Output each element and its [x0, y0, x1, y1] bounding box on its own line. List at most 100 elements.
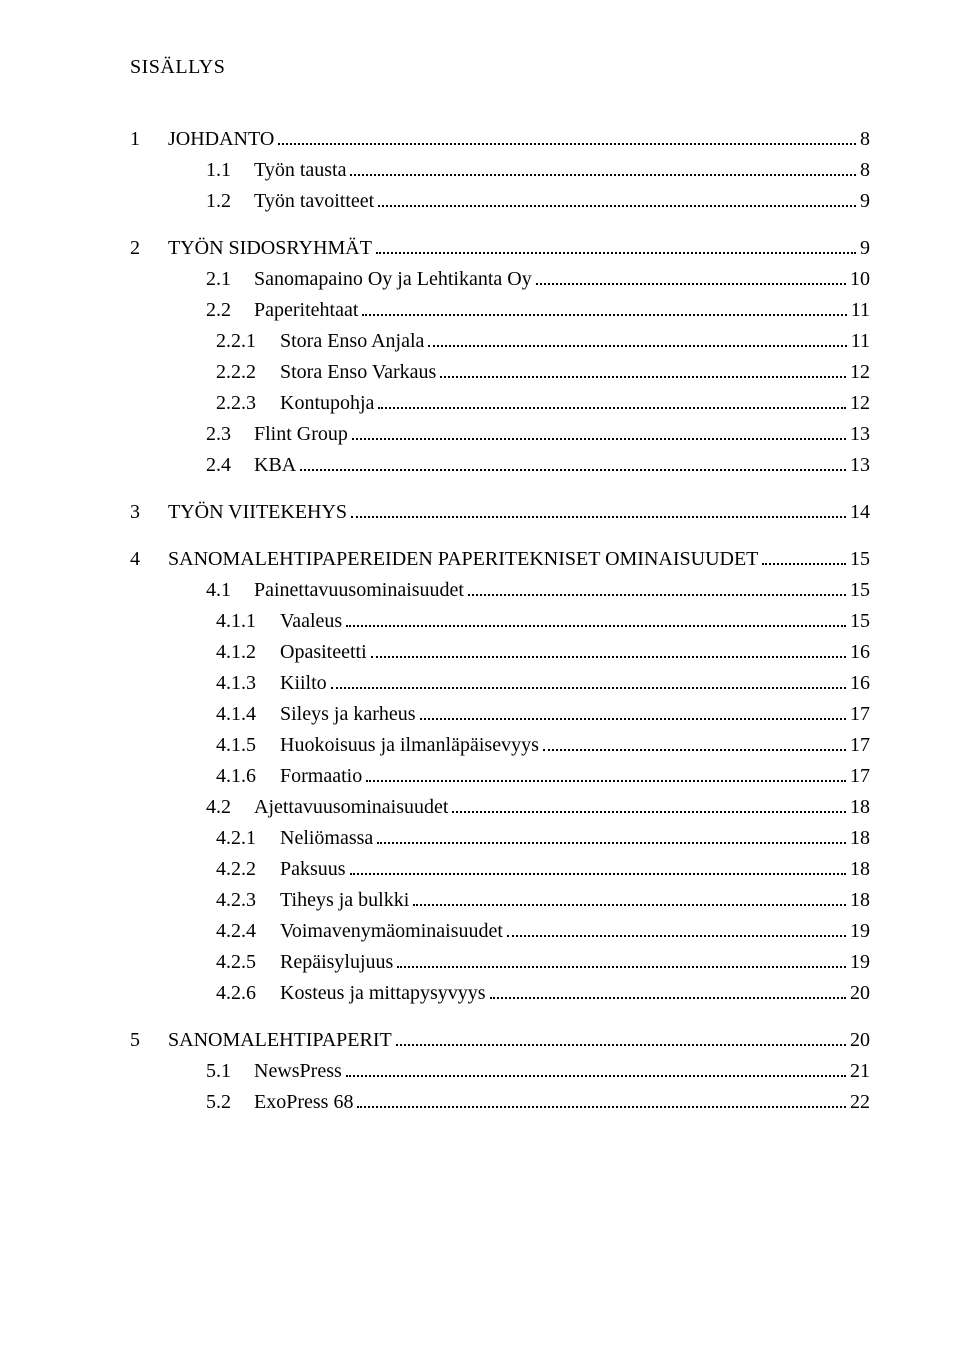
toc-leader — [536, 270, 846, 285]
toc-entry-number: 4.2.3 — [216, 888, 280, 913]
toc-entry: 4.1.5Huokoisuus ja ilmanläpäisevyys17 — [130, 733, 870, 758]
toc-entry-page: 9 — [860, 189, 870, 214]
toc-entry-number: 2.4 — [168, 453, 254, 478]
toc-entry-label: Kiilto — [280, 671, 327, 696]
toc-entry: 5.1NewsPress21 — [130, 1059, 870, 1084]
toc-entry-number: 4.2.6 — [216, 981, 280, 1006]
toc-entry-page: 10 — [850, 267, 870, 292]
toc-entry-label: Työn tausta — [254, 158, 346, 183]
toc-entry-page: 11 — [851, 298, 870, 323]
toc-entry-label: Sanomapaino Oy ja Lehtikanta Oy — [254, 267, 532, 292]
toc-entry-page: 9 — [860, 236, 870, 261]
toc-entry-page: 20 — [850, 981, 870, 1006]
toc-entry-label: Paksuus — [280, 857, 346, 882]
toc-entry: 1JOHDANTO8 — [130, 127, 870, 152]
toc-entry: 4.2.4Voimavenymäominaisuudet19 — [130, 919, 870, 944]
toc-leader — [378, 394, 846, 409]
toc-entry-label: Sileys ja karheus — [280, 702, 416, 727]
toc-entry: 2.2.2Stora Enso Varkaus12 — [130, 360, 870, 385]
toc-leader — [543, 736, 846, 751]
toc-entry-page: 15 — [850, 578, 870, 603]
toc-entry-page: 17 — [850, 764, 870, 789]
toc-entry: 4.1Painettavuusominaisuudet15 — [130, 578, 870, 603]
toc-leader — [762, 550, 846, 565]
toc-entry: 2.2.3Kontupohja 12 — [130, 391, 870, 416]
toc-entry-number: 4.1.2 — [216, 640, 280, 665]
toc-leader — [300, 456, 846, 471]
toc-entry-label: Stora Enso Anjala — [280, 329, 424, 354]
toc-entry-number: 1 — [130, 127, 168, 152]
toc-leader — [440, 363, 846, 378]
toc-entry-page: 18 — [850, 857, 870, 882]
toc-leader — [452, 798, 846, 813]
toc-entry-number: 4 — [130, 547, 168, 572]
toc-entry-page: 22 — [850, 1090, 870, 1115]
toc-entry-label: Paperitehtaat — [254, 298, 358, 323]
toc-leader — [428, 332, 846, 347]
toc-entry-label: Voimavenymäominaisuudet — [280, 919, 503, 944]
toc-entry-page: 8 — [860, 127, 870, 152]
toc-entry-label: SANOMALEHTIPAPEREIDEN PAPERITEKNISET OMI… — [168, 547, 758, 572]
toc-entry-number: 5.2 — [168, 1090, 254, 1115]
toc-entry-page: 12 — [850, 391, 870, 416]
toc-leader — [357, 1093, 846, 1108]
toc-entry-label: Vaaleus — [280, 609, 342, 634]
toc-leader — [350, 161, 856, 176]
toc-entry-label: Ajettavuusominaisuudet — [254, 795, 448, 820]
toc-entry-label: Tiheys ja bulkki — [280, 888, 409, 913]
toc-entry-number: 5.1 — [168, 1059, 254, 1084]
toc-entry-number: 4.1.5 — [216, 733, 280, 758]
toc-leader — [377, 829, 846, 844]
toc-entry: 4.1.3Kiilto16 — [130, 671, 870, 696]
toc-entry-label: Flint Group — [254, 422, 348, 447]
toc-entry: 1.1Työn tausta8 — [130, 158, 870, 183]
toc-entry-page: 17 — [850, 702, 870, 727]
toc-leader — [490, 984, 846, 999]
toc-leader — [378, 192, 856, 207]
toc-entry-number: 4.2.4 — [216, 919, 280, 944]
toc-leader — [468, 581, 846, 596]
toc-entry-label: Kontupohja — [280, 391, 374, 416]
toc-entry-number: 4.2.1 — [216, 826, 280, 851]
toc-entry-page: 18 — [850, 826, 870, 851]
toc-entry-number: 5 — [130, 1028, 168, 1053]
toc-entry-number: 4.2 — [168, 795, 254, 820]
toc-leader — [397, 953, 846, 968]
toc-entry-number: 4.1.6 — [216, 764, 280, 789]
toc-entry: 4.2.1Neliömassa18 — [130, 826, 870, 851]
toc-entry-number: 3 — [130, 500, 168, 525]
toc-entry-label: TYÖN SIDOSRYHMÄT — [168, 236, 372, 261]
toc-entry: 4.2.3Tiheys ja bulkki 18 — [130, 888, 870, 913]
toc-leader — [351, 503, 846, 518]
toc-body: 1JOHDANTO81.1Työn tausta81.2Työn tavoitt… — [130, 127, 870, 1115]
toc-leader — [278, 130, 856, 145]
toc-entry-number: 4.2.5 — [216, 950, 280, 975]
toc-entry-number: 2.2.1 — [216, 329, 280, 354]
toc-entry-label: Työn tavoitteet — [254, 189, 374, 214]
toc-entry-number: 2.2.3 — [216, 391, 280, 416]
toc-entry-number: 4.2.2 — [216, 857, 280, 882]
toc-entry-label: Kosteus ja mittapysyvyys — [280, 981, 486, 1006]
toc-entry-page: 18 — [850, 795, 870, 820]
toc-entry: 2TYÖN SIDOSRYHMÄT 9 — [130, 236, 870, 261]
toc-entry-page: 13 — [850, 453, 870, 478]
toc-entry: 4.1.6Formaatio17 — [130, 764, 870, 789]
toc-leader — [366, 767, 846, 782]
toc-leader — [362, 301, 846, 316]
toc-entry-label: ExoPress 68 — [254, 1090, 353, 1115]
toc-entry-number: 4.1 — [168, 578, 254, 603]
toc-entry-page: 16 — [850, 640, 870, 665]
toc-entry-number: 4.1.3 — [216, 671, 280, 696]
toc-entry-page: 14 — [850, 500, 870, 525]
toc-leader — [413, 891, 846, 906]
toc-entry-page: 12 — [850, 360, 870, 385]
toc-leader — [352, 425, 846, 440]
toc-entry-page: 17 — [850, 733, 870, 758]
toc-leader — [396, 1031, 846, 1046]
toc-entry-page: 18 — [850, 888, 870, 913]
toc-entry: 3TYÖN VIITEKEHYS14 — [130, 500, 870, 525]
toc-entry-number: 2 — [130, 236, 168, 261]
toc-entry: 2.2.1Stora Enso Anjala11 — [130, 329, 870, 354]
toc-entry: 2.2Paperitehtaat11 — [130, 298, 870, 323]
toc-leader — [331, 674, 846, 689]
